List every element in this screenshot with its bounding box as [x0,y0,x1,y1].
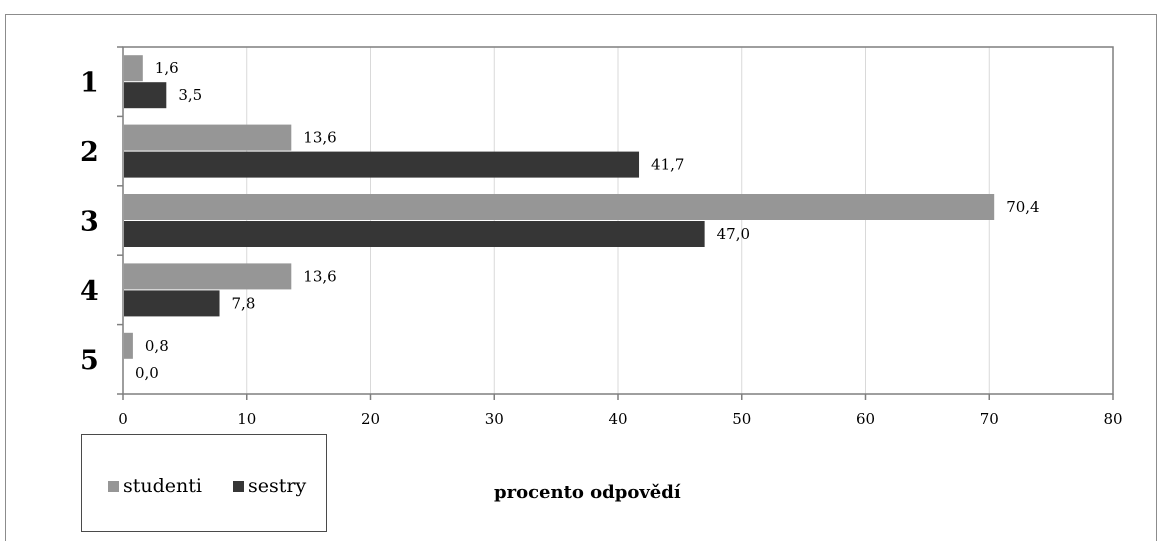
x-tick-label-20: 20 [361,410,380,428]
bar-sestry-2 [124,151,640,178]
category-label-3: 3 [80,207,99,238]
legend-swatch-studenti [108,480,119,492]
legend-item-sestry: sestry [233,475,306,497]
legend-label-studenti: studenti [123,475,202,497]
x-tick-label-40: 40 [608,410,627,428]
bar-sestry-1 [124,82,167,109]
data-label-sestry-3: 47,0 [717,225,750,243]
chart-legend: studenti sestry [81,434,327,532]
x-tick-label-30: 30 [485,410,504,428]
x-tick-label-50: 50 [732,410,751,428]
x-tick-label-80: 80 [1103,410,1122,428]
chart-frame [5,14,1157,541]
bar-sestry-4 [124,290,220,317]
category-label-2: 2 [80,137,99,168]
bar-studenti-4 [124,263,292,290]
x-tick-label-0: 0 [118,410,128,428]
x-axis-title: procento odpovědí [494,482,681,503]
data-label-studenti-1: 1,6 [155,59,179,77]
legend-item-studenti: studenti [108,475,202,497]
category-label-5: 5 [80,345,99,376]
legend-label-sestry: sestry [248,475,307,497]
bar-sestry-3 [124,221,705,247]
data-label-sestry-4: 7,8 [232,294,256,312]
x-tick-label-70: 70 [980,410,999,428]
bar-studenti-3 [124,194,995,220]
data-label-studenti-4: 13,6 [303,267,336,285]
data-label-sestry-2: 41,7 [651,156,684,174]
x-tick-label-60: 60 [856,410,875,428]
category-label-1: 1 [80,68,99,99]
bar-studenti-1 [124,55,143,82]
data-label-studenti-2: 13,6 [303,129,336,147]
bar-studenti-5 [124,332,133,359]
data-label-sestry-1: 3,5 [178,86,202,104]
legend-swatch-sestry [233,480,244,492]
data-label-studenti-3: 70,4 [1006,198,1039,216]
bar-studenti-2 [124,124,292,151]
x-tick-label-10: 10 [237,410,256,428]
data-label-sestry-5: 0,0 [135,364,159,382]
data-label-studenti-5: 0,8 [145,337,169,355]
category-label-4: 4 [80,276,99,307]
